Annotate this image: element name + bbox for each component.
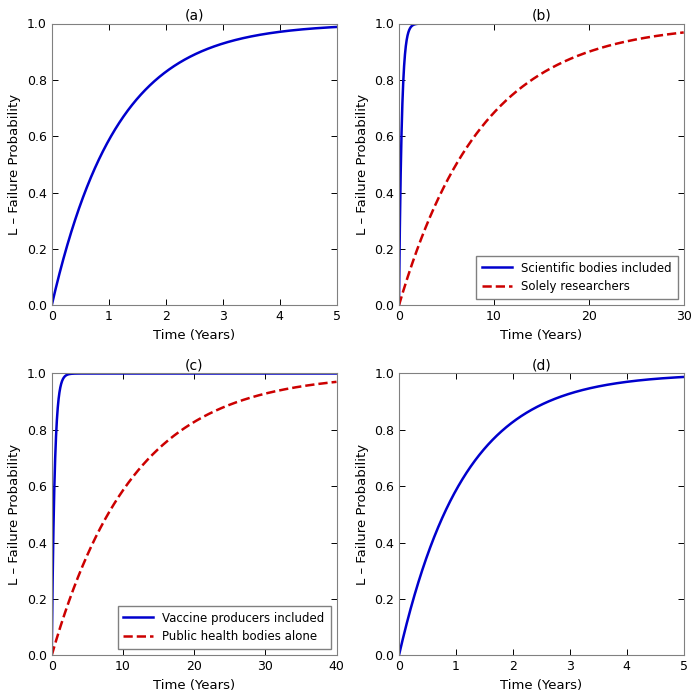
Legend: Scientific bodies included, Solely researchers: Scientific bodies included, Solely resea…	[477, 256, 678, 300]
Scientific bodies included	[517, 20, 525, 28]
Vaccine producers included	[80, 370, 88, 378]
Legend: Vaccine producers included, Public health bodies alone: Vaccine producers included, Public healt…	[118, 606, 330, 650]
Scientific bodies included	[444, 20, 452, 28]
Public health bodies alone	[169, 432, 178, 440]
Solely researchers	[517, 84, 525, 92]
Public health bodies alone	[296, 382, 304, 391]
Title: (a): (a)	[184, 8, 204, 22]
Line: Public health bodies alone: Public health bodies alone	[52, 382, 337, 655]
Scientific bodies included	[496, 20, 505, 28]
Solely researchers	[395, 301, 403, 309]
Scientific bodies included	[427, 20, 435, 28]
Public health bodies alone	[97, 522, 105, 531]
Vaccine producers included	[169, 370, 178, 378]
Vaccine producers included	[48, 651, 56, 659]
Solely researchers	[674, 29, 682, 37]
Solely researchers	[643, 33, 652, 41]
Vaccine producers included	[157, 370, 165, 378]
Public health bodies alone	[80, 558, 88, 566]
Solely researchers	[444, 174, 452, 183]
Y-axis label: L – Failure Probability: L – Failure Probability	[356, 94, 369, 235]
Public health bodies alone	[332, 377, 341, 386]
Line: Solely researchers: Solely researchers	[399, 32, 684, 305]
Scientific bodies included	[674, 20, 682, 28]
Line: Vaccine producers included: Vaccine producers included	[52, 374, 337, 655]
Title: (b): (b)	[531, 8, 551, 22]
Y-axis label: L – Failure Probability: L – Failure Probability	[8, 444, 21, 585]
X-axis label: Time (Years): Time (Years)	[500, 679, 582, 692]
Solely researchers	[427, 209, 435, 218]
X-axis label: Time (Years): Time (Years)	[153, 329, 235, 342]
X-axis label: Time (Years): Time (Years)	[500, 329, 582, 342]
Vaccine producers included	[154, 370, 162, 378]
X-axis label: Time (Years): Time (Years)	[153, 679, 235, 692]
Y-axis label: L – Failure Probability: L – Failure Probability	[356, 444, 369, 585]
Public health bodies alone	[327, 378, 335, 386]
Title: (d): (d)	[531, 358, 551, 372]
Public health bodies alone	[48, 651, 56, 659]
Scientific bodies included	[504, 20, 512, 28]
Title: (c): (c)	[185, 358, 204, 372]
Solely researchers	[504, 94, 512, 103]
Vaccine producers included	[97, 370, 105, 378]
Solely researchers	[680, 28, 688, 36]
Line: Scientific bodies included: Scientific bodies included	[399, 24, 684, 305]
Vaccine producers included	[327, 370, 335, 378]
Scientific bodies included	[680, 20, 688, 28]
Vaccine producers included	[332, 370, 341, 378]
Vaccine producers included	[296, 370, 304, 378]
Public health bodies alone	[157, 442, 165, 451]
Y-axis label: L – Failure Probability: L – Failure Probability	[8, 94, 21, 235]
Scientific bodies included	[643, 20, 652, 28]
Scientific bodies included	[395, 301, 403, 309]
